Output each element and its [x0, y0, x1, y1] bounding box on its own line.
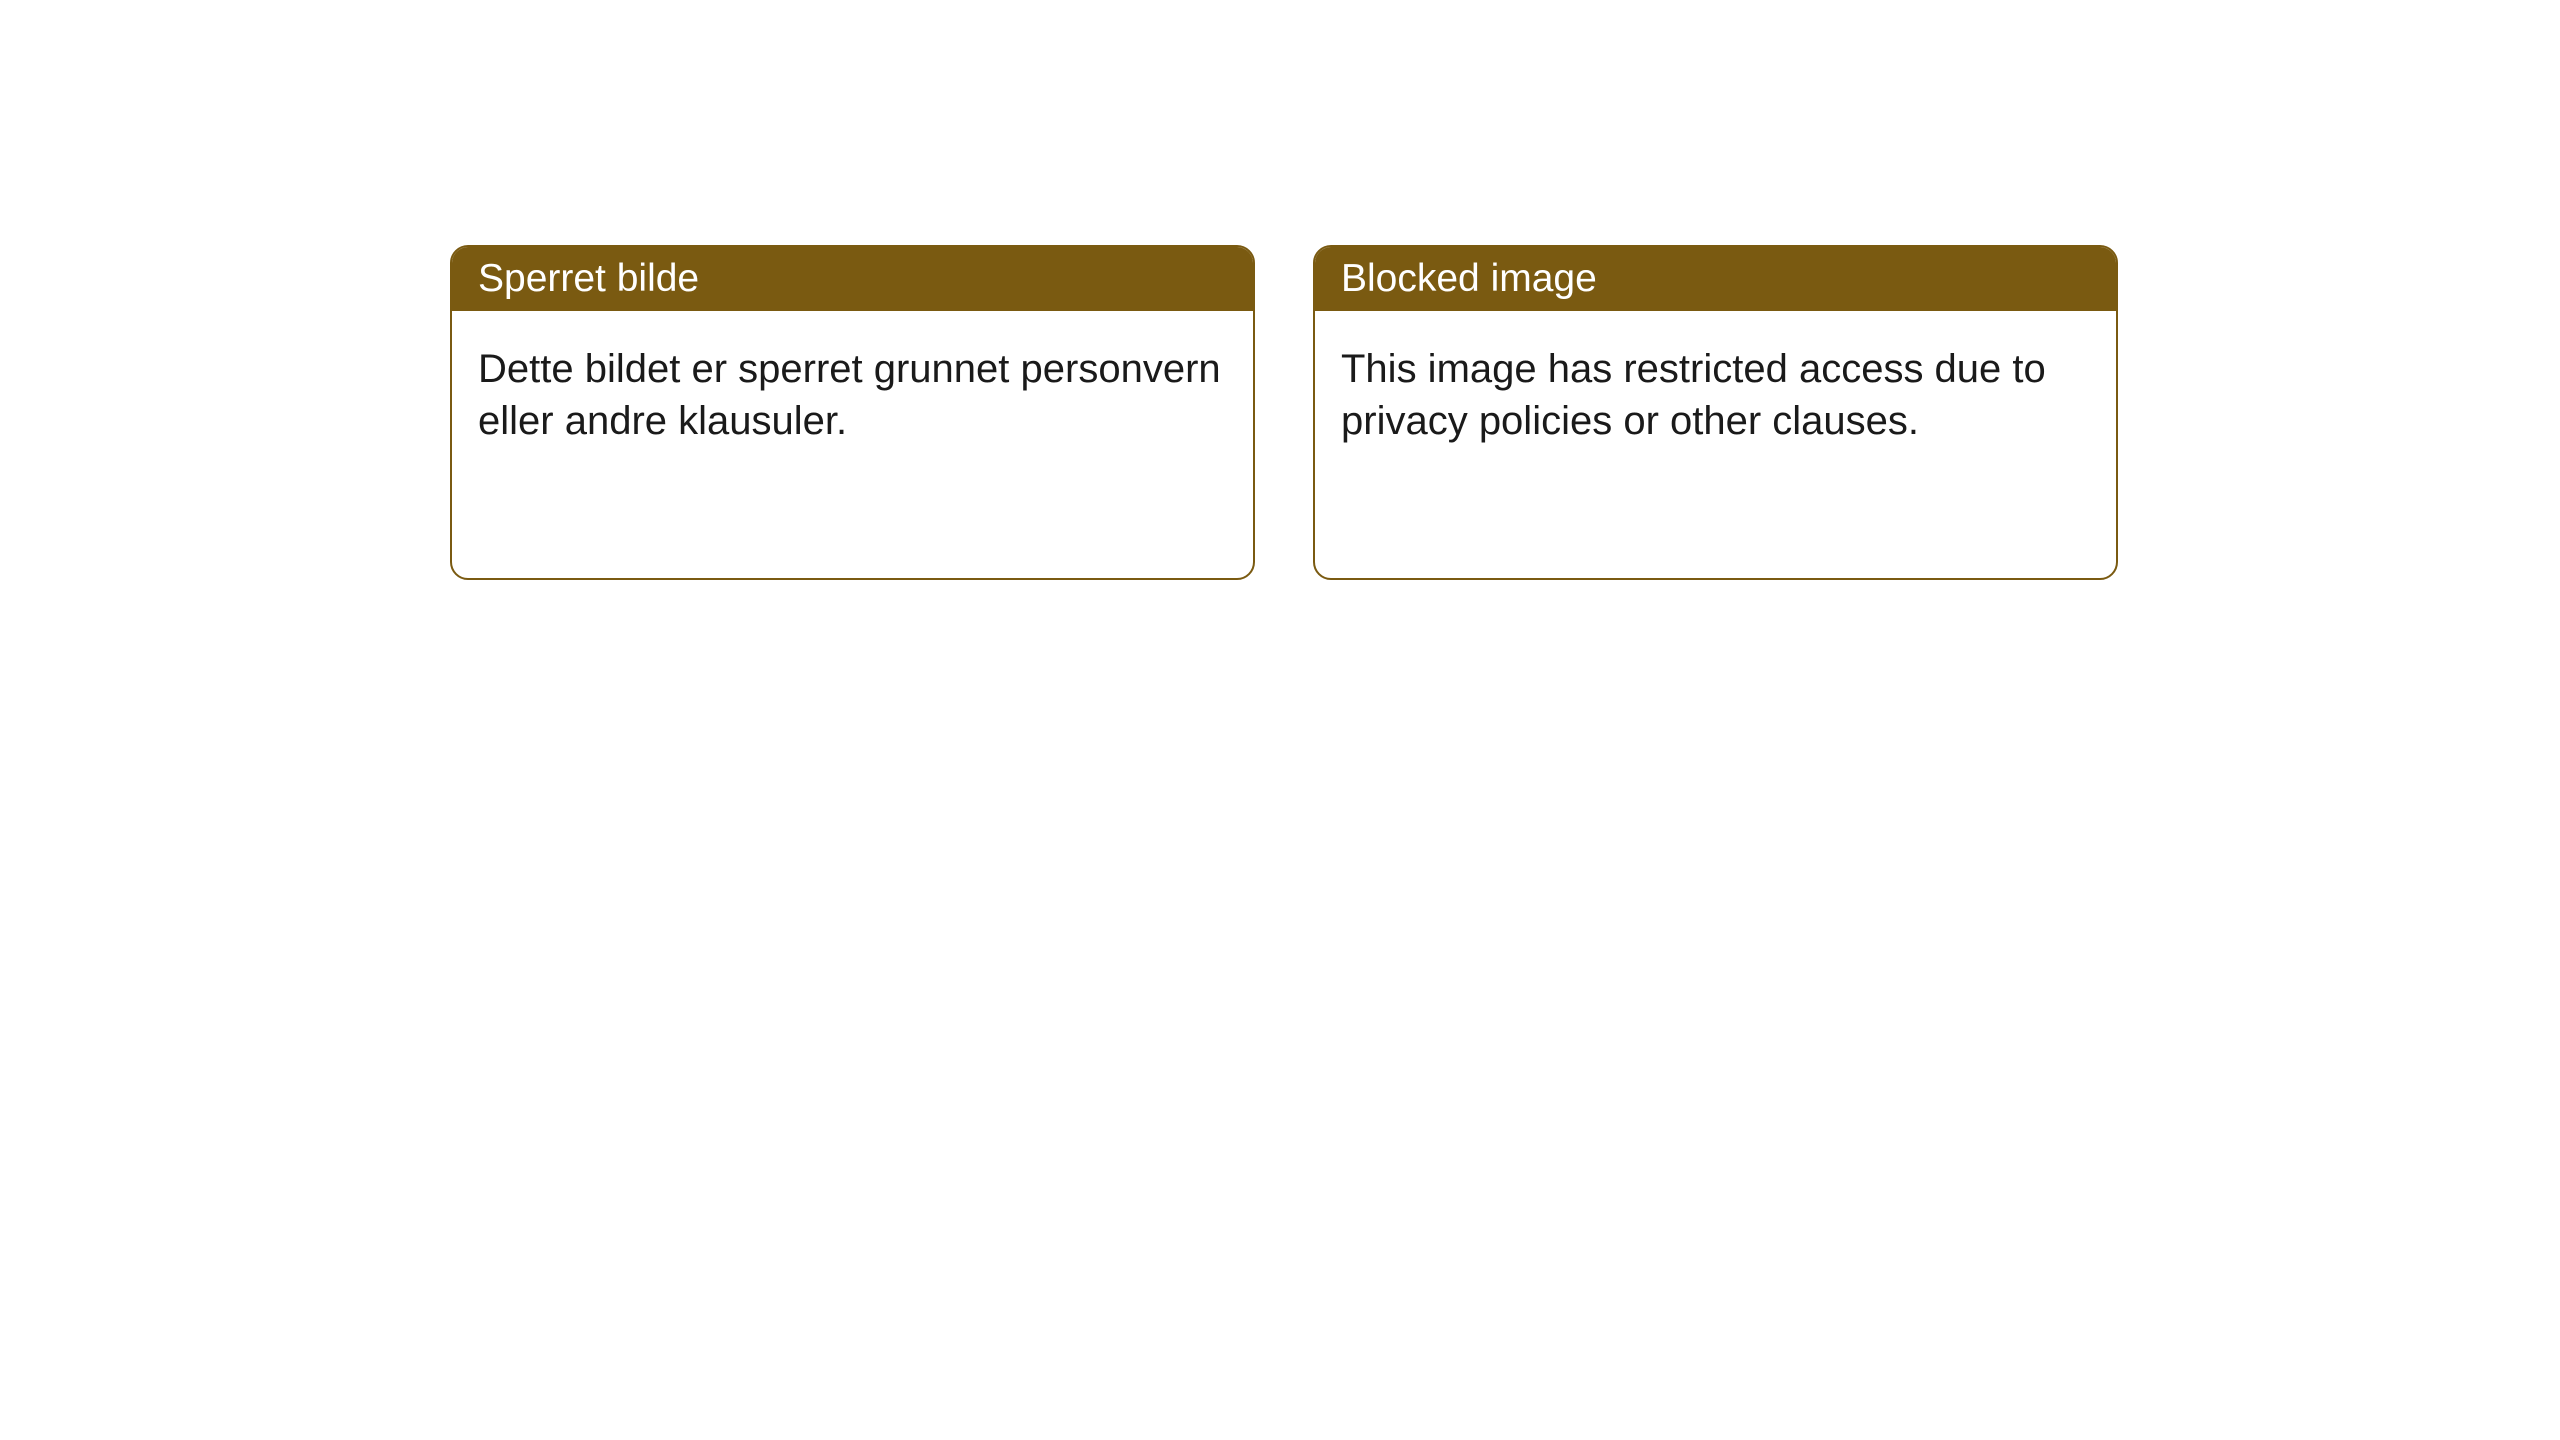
card-header: Sperret bilde: [452, 247, 1253, 311]
blocked-image-card-no: Sperret bilde Dette bildet er sperret gr…: [450, 245, 1255, 580]
blocked-image-card-en: Blocked image This image has restricted …: [1313, 245, 2118, 580]
card-header: Blocked image: [1315, 247, 2116, 311]
card-body: This image has restricted access due to …: [1315, 311, 2116, 479]
card-body: Dette bildet er sperret grunnet personve…: [452, 311, 1253, 479]
notice-container: Sperret bilde Dette bildet er sperret gr…: [0, 0, 2560, 580]
